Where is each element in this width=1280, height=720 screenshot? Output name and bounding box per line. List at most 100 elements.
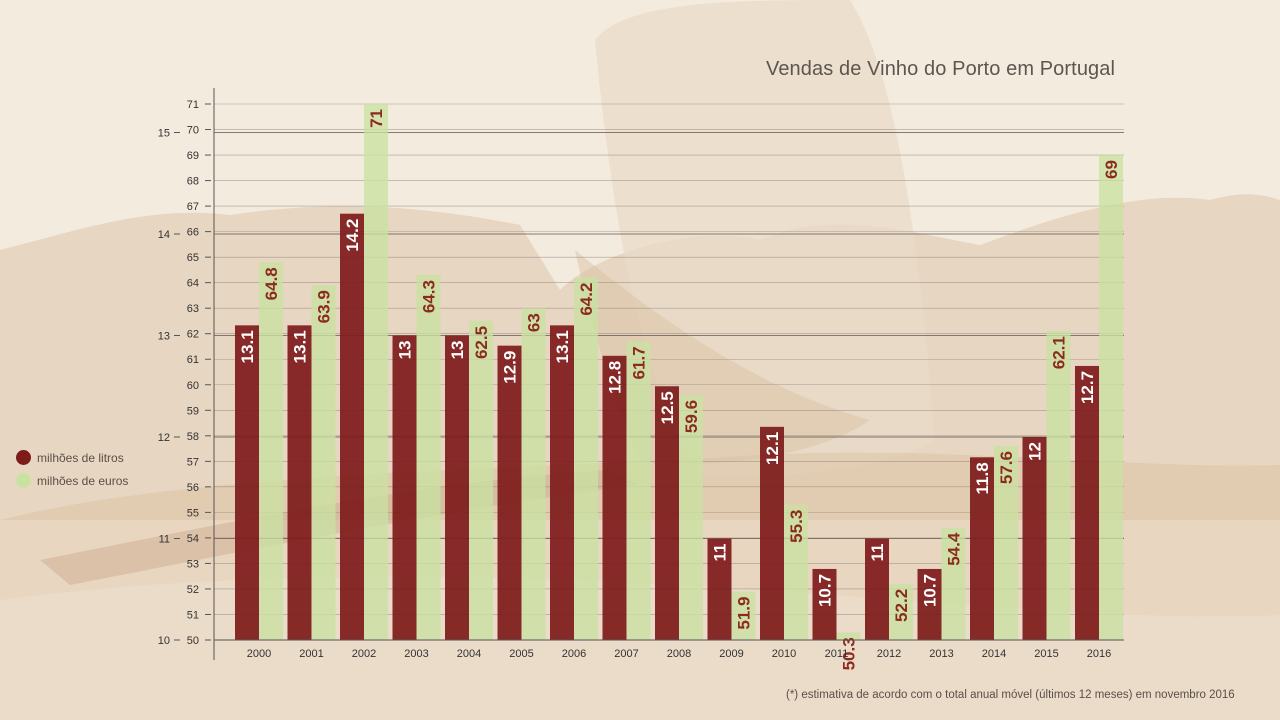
- euros-axis-tick-label: 57: [187, 456, 199, 468]
- x-axis-tick-label: 2016: [1087, 648, 1111, 660]
- bar-litros: [655, 386, 679, 640]
- euros-axis-tick-label: 68: [187, 176, 199, 188]
- bar-litros: [917, 568, 942, 640]
- euros-axis-tick-label: 62: [187, 329, 199, 341]
- euros-axis-tick-label: 54: [187, 533, 199, 545]
- bar-label-euros: 61.7: [630, 346, 649, 379]
- bar-euros: [364, 104, 388, 640]
- x-axis-tick-label: 2009: [719, 648, 743, 660]
- bar-label-litros: 11: [868, 544, 887, 562]
- litros-axis-tick-label: 10: [158, 635, 170, 647]
- euros-axis-tick-label: 64: [187, 278, 199, 290]
- bar-euros: [1046, 331, 1071, 640]
- euros-axis-tick-label: 52: [187, 584, 199, 596]
- bar-label-litros: 11: [711, 544, 730, 562]
- x-axis-tick-label: 2004: [457, 648, 481, 660]
- bar-euros: [1099, 155, 1123, 641]
- footnote: (*) estimativa de acordo com o total anu…: [786, 689, 1235, 701]
- bar-label-litros: 12.9: [501, 351, 520, 384]
- bar-label-euros: 57.6: [997, 451, 1016, 484]
- bar-label-litros: 10.7: [816, 574, 835, 607]
- x-axis-tick-label: 2006: [562, 648, 586, 660]
- bars: 13.1 64.8 13.1 63.9 14.2 71 13 64.3 13 62.5 12.9 63…: [235, 104, 1123, 670]
- euros-axis-tick-label: 60: [187, 380, 199, 392]
- x-axis-tick-label: 2005: [509, 648, 533, 660]
- legend: milhões de litros milhões de euros: [16, 446, 128, 492]
- bar-label-euros: 54.4: [945, 532, 964, 566]
- x-axis-tick-label: 2014: [982, 648, 1006, 660]
- x-axis-tick-label: 2008: [667, 648, 691, 660]
- bar-litros: [970, 457, 994, 640]
- euros-axis-tick-label: 70: [187, 125, 199, 137]
- bar-litros: [760, 426, 784, 640]
- litros-axis-tick-label: 14: [158, 229, 170, 241]
- euros-axis-tick-label: 55: [187, 507, 199, 519]
- bar-label-euros: 64.3: [420, 280, 439, 313]
- x-axis-tick-label: 2007: [614, 648, 638, 660]
- bar-label-euros: 55.3: [787, 510, 806, 543]
- bar-label-litros: 13.1: [553, 330, 572, 363]
- bar-label-litros: 12: [1026, 442, 1045, 461]
- bar-litros: [445, 335, 469, 640]
- bar-litros: [812, 568, 837, 640]
- x-axis-tick-label: 2015: [1034, 648, 1058, 660]
- bar-label-litros: 13.1: [291, 330, 310, 363]
- bar-litros: [1022, 437, 1047, 640]
- bar-label-litros: 11.8: [973, 462, 992, 494]
- euros-axis-tick-label: 71: [187, 99, 199, 111]
- bar-euros: [311, 285, 336, 640]
- bar-euros: [259, 262, 283, 640]
- bar-label-euros: 71: [367, 109, 386, 128]
- bar-label-euros: 69: [1102, 160, 1121, 179]
- bar-label-euros: 62.1: [1050, 336, 1069, 369]
- euros-axis-tick-label: 65: [187, 252, 199, 264]
- bar-label-litros: 13: [448, 341, 467, 360]
- bar-litros: [1075, 365, 1099, 640]
- x-axis-tick-label: 2000: [247, 648, 271, 660]
- bar-euros: [994, 446, 1018, 640]
- x-axis-tick-label: 2002: [352, 648, 376, 660]
- bar-euros: [416, 275, 441, 640]
- bar-litros: [392, 335, 417, 640]
- bar-label-euros: 52.2: [892, 589, 911, 622]
- x-axis-tick-label: 2012: [877, 648, 901, 660]
- bar-label-euros: 64.8: [262, 267, 281, 300]
- bar-litros: [550, 325, 574, 640]
- bar-euros: [941, 527, 966, 640]
- bar-euros: [784, 504, 808, 640]
- bar-euros: [679, 394, 703, 640]
- bar-litros: [865, 538, 889, 640]
- bar-label-litros: 14.2: [343, 219, 362, 252]
- x-axis-tick-label: 2011: [825, 648, 849, 660]
- bar-euros: [731, 591, 756, 640]
- bar-euros: [836, 632, 861, 640]
- euros-axis-tick-label: 59: [187, 405, 199, 417]
- litros-axis-tick-label: 11: [159, 534, 170, 546]
- bar-label-litros: 13.1: [238, 330, 257, 363]
- bar-label-euros: 51.9: [735, 597, 754, 630]
- bar-litros: [497, 345, 522, 640]
- euros-axis-tick-label: 61: [187, 354, 199, 366]
- litros-axis-tick-label: 13: [158, 331, 170, 343]
- x-axis-tick-label: 2001: [299, 648, 323, 660]
- litros-axis-tick-label: 15: [158, 128, 170, 140]
- litros-swatch-icon: [16, 450, 31, 465]
- legend-item-litros: milhões de litros: [16, 446, 128, 469]
- bar-litros: [287, 325, 312, 640]
- chart-title: Vendas de Vinho do Porto em Portugal: [766, 58, 1116, 80]
- axes: 50 51 52 53 54 55 56 57 58 59 60 61 62 63 64 65 66 67 68 69…: [158, 88, 1124, 660]
- x-axis-tick-label: 2003: [404, 648, 428, 660]
- bar-label-litros: 12.7: [1078, 371, 1097, 404]
- euros-axis-tick-label: 56: [187, 482, 199, 494]
- euros-axis-tick-label: 66: [187, 227, 199, 239]
- bar-euros: [574, 277, 598, 640]
- euros-axis-tick-label: 50: [187, 635, 199, 647]
- bar-label-euros: 64.2: [577, 283, 596, 316]
- bar-euros: [889, 583, 913, 640]
- bar-label-litros: 12.8: [606, 361, 625, 394]
- bar-euros: [521, 308, 546, 640]
- bar-euros: [626, 341, 651, 640]
- bar-label-litros: 12.5: [658, 391, 677, 424]
- x-axis-tick-label: 2013: [929, 648, 953, 660]
